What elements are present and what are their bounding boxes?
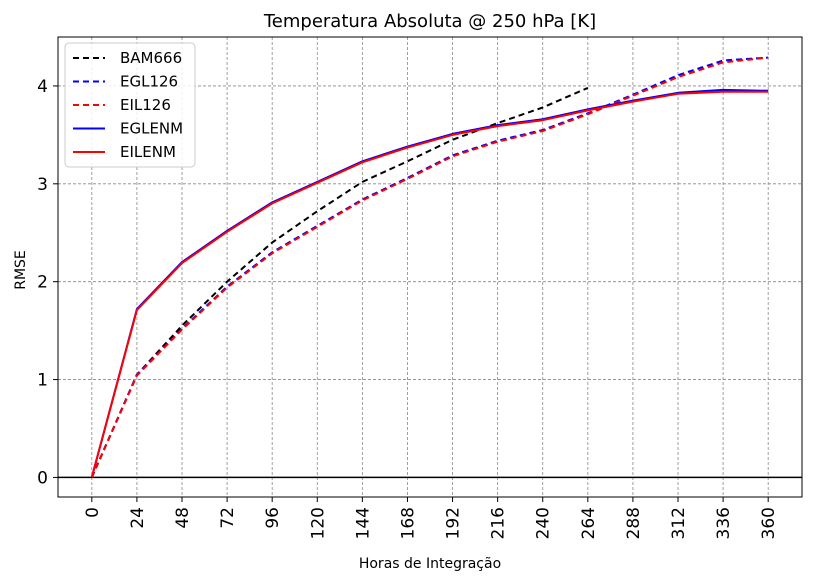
x-tick-label: 240: [534, 507, 554, 539]
chart-title: Temperatura Absoluta @ 250 hPa [K]: [263, 11, 596, 32]
legend-label-egl126: EGL126: [120, 73, 178, 91]
x-tick-label: 360: [759, 507, 779, 539]
x-tick-label: 72: [218, 507, 238, 529]
legend-label-eilenm: EILENM: [120, 143, 176, 161]
plot-area-frame: [57, 36, 803, 498]
y-tick-label: 0: [37, 468, 48, 488]
x-tick-label: 120: [308, 507, 328, 539]
y-tick-label: 1: [37, 371, 48, 391]
legend-label-eglenm: EGLENM: [120, 120, 183, 138]
legend: BAM666 EGL126 EIL126 EGLENM EILENM: [64, 42, 196, 168]
x-tick-label: 24: [128, 507, 148, 529]
x-tick-label: 48: [173, 507, 193, 529]
y-axis-title: RMSE: [13, 250, 29, 290]
y-tick-label: 3: [37, 175, 48, 195]
y-tick-label: 2: [37, 273, 48, 293]
x-tick-label: 336: [714, 507, 734, 539]
x-tick-label: 312: [669, 507, 689, 539]
legend-label-bam666: BAM666: [120, 49, 182, 67]
x-tick-label: 192: [444, 507, 464, 539]
x-axis-title: Horas de Integração: [359, 556, 501, 572]
axis-ticks: 0 24 48 72 96 120 144 168 192 216 240 264 288 312 336 3…: [37, 77, 779, 540]
x-tick-label: 0: [83, 507, 103, 518]
y-tick-label: 4: [37, 77, 48, 97]
series-line-eil126: [90, 56, 769, 478]
x-tick-label: 168: [398, 507, 418, 539]
series-line-bam666: [90, 86, 589, 478]
series-group: [90, 56, 769, 478]
x-tick-label: 96: [263, 507, 283, 529]
x-tick-label: 144: [353, 507, 373, 539]
x-tick-label: 216: [489, 507, 509, 539]
x-tick-label: 264: [579, 507, 599, 539]
series-line-eilenm: [90, 90, 769, 478]
x-tick-label: 288: [624, 507, 644, 539]
legend-box: [64, 42, 196, 168]
legend-label-eil126: EIL126: [120, 96, 171, 114]
